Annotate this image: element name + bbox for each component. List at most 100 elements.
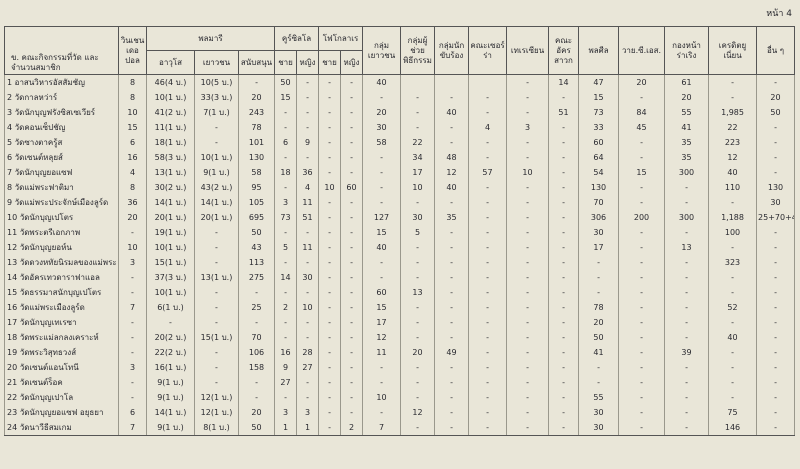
cell: 50	[274, 74, 298, 90]
cell: 13	[664, 240, 710, 255]
table-row: 12 วัดนักบุญยอห์น 10 10(1 บ.) -43 5 11- -40- - -…	[4, 240, 796, 255]
cell: -	[194, 345, 239, 360]
cell: -	[318, 150, 342, 165]
cell: 1,985	[708, 105, 758, 120]
parish-name: 4 วัดคอนเซ็ปชัญ	[4, 120, 119, 135]
cell: 5	[274, 240, 298, 255]
cell: -	[400, 420, 436, 436]
cell: -	[468, 300, 508, 315]
cell: -	[468, 195, 508, 210]
cell: 9(1 บ.)	[146, 420, 195, 436]
cell: 46(4 บ.)	[146, 74, 195, 90]
column-header: วาย.ซี.เอส.	[618, 26, 666, 75]
cell: 6	[118, 135, 147, 150]
cell: 27	[296, 360, 320, 375]
cell: 61	[664, 74, 710, 90]
cell: -	[318, 315, 342, 330]
cell: -	[194, 255, 239, 270]
cell: 12(1 บ.)	[194, 405, 239, 420]
cell: 9	[274, 360, 298, 375]
cell: -	[362, 165, 402, 180]
cell: -	[400, 300, 436, 315]
cell: 2	[274, 300, 298, 315]
cell: 14	[548, 74, 580, 90]
parish-name: 23 วัดนักบุญยอแซฟ อยุธยา	[4, 405, 119, 420]
cell: -	[194, 300, 239, 315]
cell: -	[400, 390, 436, 405]
cell: -	[468, 105, 508, 120]
cell: -	[434, 225, 470, 240]
cell: -	[618, 90, 666, 105]
table-row: 23 วัดนักบุญยอแซฟ อยุธยา 6 14(1 บ.) 12(1 บ.…	[4, 405, 796, 420]
cell: 30	[578, 420, 620, 436]
parish-name: 11 วัดพระตรีเอกภาพ	[4, 225, 119, 240]
cell: -	[434, 285, 470, 300]
parish-name: 16 วัดแม่พระเมืองลูร์ด	[4, 300, 119, 315]
cell: -	[618, 135, 666, 150]
cell: 51	[548, 105, 580, 120]
cell: 40	[434, 180, 470, 195]
parish-name: 22 วัดนักบุญเปาโล	[4, 390, 119, 405]
cell: 35	[664, 135, 710, 150]
cell: -	[756, 360, 796, 375]
cell: 20	[618, 74, 666, 90]
cell: 8(1 บ.)	[194, 420, 239, 436]
cell: -	[756, 390, 796, 405]
sub-header: ชาย	[274, 50, 298, 75]
table-row: 4 วัดคอนเซ็ปชัญ 15 11(1 บ.) -78- - - -30- -4 3-3…	[4, 120, 796, 135]
cell: -	[194, 360, 239, 375]
cell: -	[362, 405, 402, 420]
cell: 22(2 บ.)	[146, 345, 195, 360]
cell: 33(3 บ.)	[194, 90, 239, 105]
cell: -	[340, 74, 364, 90]
sub-header: สนับสนุน	[237, 50, 276, 75]
cell: 28	[296, 345, 320, 360]
cell: 54	[578, 165, 620, 180]
cell: 105	[237, 195, 276, 210]
cell: 40	[708, 165, 758, 180]
cell: 306	[578, 210, 620, 225]
cell: 49	[434, 345, 470, 360]
cell: 25+70+40	[756, 210, 796, 225]
table-row: 2 วัดกาลหว่าร์ 8 10(1 บ.) 33(3 บ.) 20 15- - - - -…	[4, 90, 796, 105]
parish-name: 15 วัดธรรมาสนักบุญเปโตร	[4, 285, 119, 300]
cell: -	[468, 360, 508, 375]
cell: 7	[118, 420, 147, 436]
cell: -	[434, 420, 470, 436]
cell: -	[756, 420, 796, 436]
cell: -	[618, 240, 666, 255]
cell: -	[318, 210, 342, 225]
cell: 50	[237, 225, 276, 240]
cell: -	[506, 150, 550, 165]
cell: -	[362, 375, 402, 390]
cell: 6	[274, 135, 298, 150]
cell: 12	[400, 405, 436, 420]
cell: 70	[578, 195, 620, 210]
cell: 12	[362, 330, 402, 345]
cell: -	[237, 74, 276, 90]
cell: 10	[506, 165, 550, 180]
cell: 84	[618, 105, 666, 120]
parish-name: 19 วัดพระวิสุทธวงส์	[4, 345, 119, 360]
table-row: 10 วัดนักบุญเปโตร 20 20(1 บ.) 20(1 บ.) 695 73…	[4, 210, 796, 225]
parish-name: 20 วัดเซนต์แอนโทนี	[4, 360, 119, 375]
cell: -	[340, 300, 364, 315]
cell: 73	[274, 210, 298, 225]
parish-name: 12 วัดนักบุญยอห์น	[4, 240, 119, 255]
group-header: คูร์ซิลโล	[274, 26, 320, 51]
cell: 11	[296, 240, 320, 255]
cell: 20	[756, 90, 796, 105]
cell: 7	[118, 300, 147, 315]
cell: -	[708, 360, 758, 375]
cell: 9(1 บ.)	[146, 375, 195, 390]
cell: 60	[578, 135, 620, 150]
cell: 20	[362, 105, 402, 120]
cell: 10(1 บ.)	[146, 285, 195, 300]
cell: -	[708, 390, 758, 405]
table-row: 7 วัดนักบุญยอแซฟ 4 13(1 บ.) 9(1 บ.) 58 18 36- -…	[4, 165, 796, 180]
cell: -	[708, 315, 758, 330]
cell: -	[756, 225, 796, 240]
cell: 55	[664, 105, 710, 120]
sub-header: หญิง	[296, 50, 320, 75]
